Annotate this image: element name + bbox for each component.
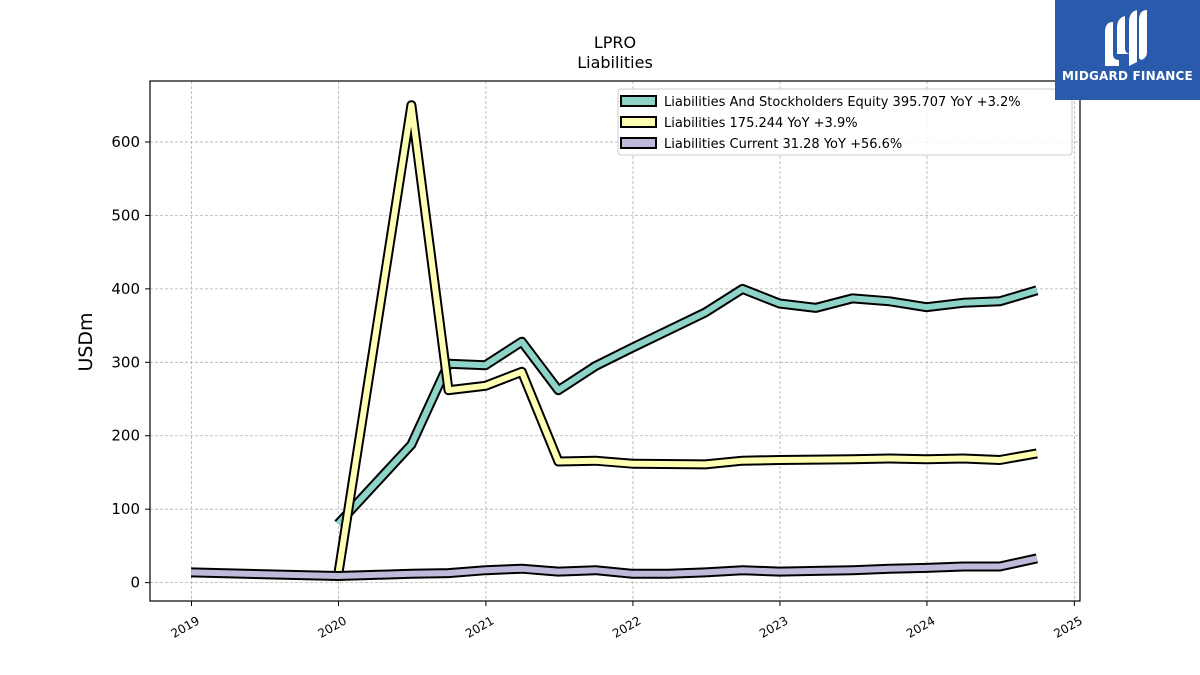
chart-title: LPRO bbox=[594, 33, 636, 52]
series-line bbox=[333, 100, 1038, 577]
series-line-fill bbox=[335, 102, 1038, 576]
y-tick-label: 300 bbox=[111, 353, 140, 371]
x-tick-label: 2023 bbox=[757, 613, 790, 640]
legend-box bbox=[617, 88, 1073, 156]
x-tick-label: 2021 bbox=[463, 613, 496, 640]
x-tick-label: 2024 bbox=[904, 613, 937, 640]
x-tick-label: 2019 bbox=[169, 613, 202, 640]
plot-frame bbox=[149, 80, 1081, 602]
y-tick-label: 100 bbox=[111, 500, 140, 518]
brand-logo: MIDGARD FINANCE bbox=[1055, 0, 1200, 100]
legend-label: Liabilities Current 31.28 YoY +56.6% bbox=[664, 137, 902, 152]
x-tick-label: 2022 bbox=[610, 613, 643, 640]
series-line bbox=[190, 553, 1038, 581]
legend-label: Liabilities 175.244 YoY +3.9% bbox=[664, 116, 858, 131]
legend-swatch bbox=[620, 116, 657, 128]
legend-swatch bbox=[620, 137, 657, 149]
x-tick-label: 2025 bbox=[1051, 613, 1084, 640]
y-tick-label: 600 bbox=[111, 133, 140, 151]
series-line bbox=[334, 283, 1039, 528]
grid bbox=[150, 81, 1080, 601]
y-axis-label: USDm bbox=[75, 312, 97, 371]
x-tick-label: 2020 bbox=[316, 613, 349, 640]
series-layer bbox=[190, 100, 1039, 581]
series-line-fill bbox=[335, 285, 1038, 526]
legend-label: Liabilities And Stockholders Equity 395.… bbox=[664, 95, 1021, 110]
y-tick-label: 200 bbox=[111, 427, 140, 445]
legend-swatch bbox=[620, 95, 657, 107]
y-tick-label: 0 bbox=[130, 574, 140, 592]
y-tick-label: 500 bbox=[111, 206, 140, 224]
y-tick-label: 400 bbox=[111, 280, 140, 298]
logo-text: MIDGARD FINANCE bbox=[1062, 69, 1193, 83]
legend: Liabilities And Stockholders Equity 395.… bbox=[617, 88, 1073, 156]
chart-subtitle: Liabilities bbox=[577, 53, 653, 72]
logo-mark-icon bbox=[1105, 10, 1147, 66]
series-line-fill bbox=[191, 555, 1038, 579]
